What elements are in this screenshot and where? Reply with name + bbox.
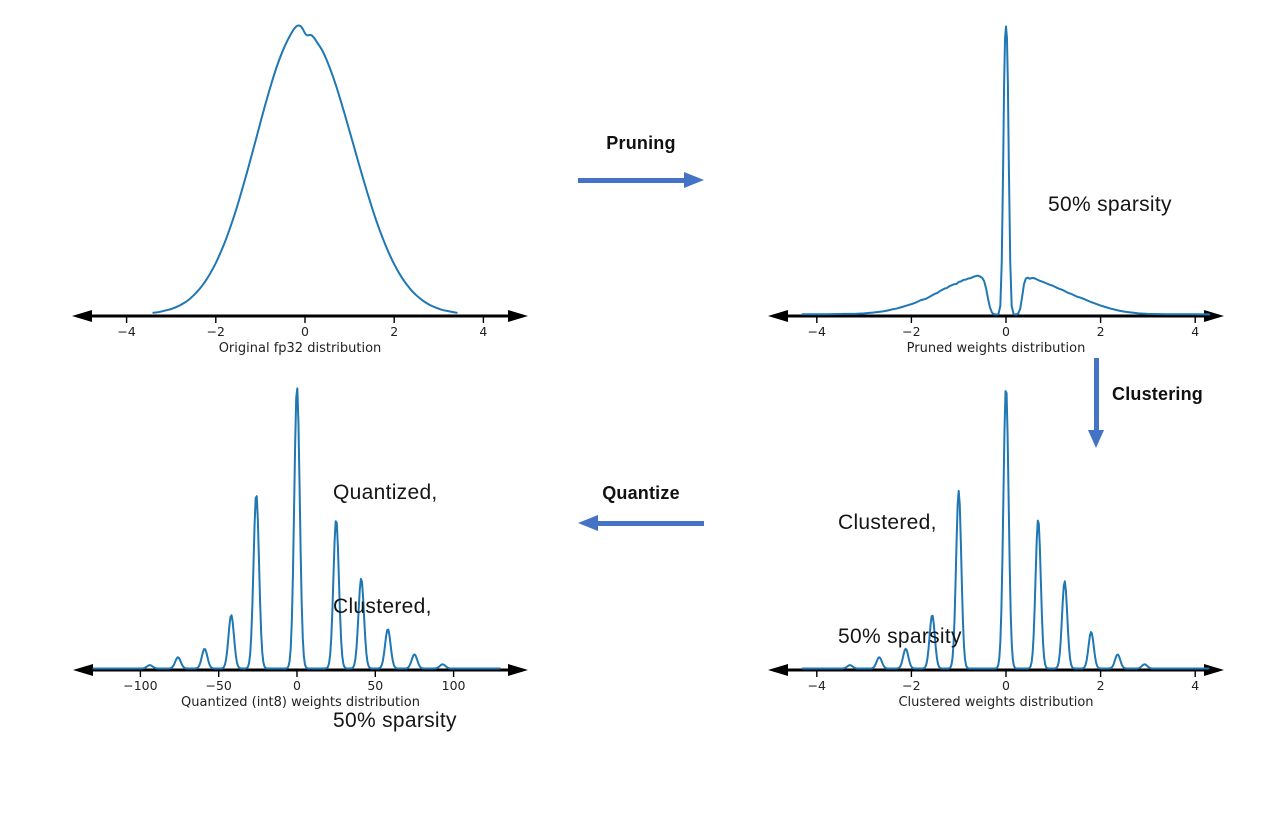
- tick-label: 2: [1097, 324, 1105, 339]
- plot-clustered-weights: −4 −2 0 2 4 Clustered weights distribution: [768, 390, 1224, 710]
- xlabel-clustered: Clustered weights distribution: [898, 695, 1093, 710]
- distribution-curve: [92, 387, 502, 670]
- axis-arrow-left-icon: [768, 310, 788, 322]
- tick-label: 0: [301, 324, 309, 339]
- clustering-arrow-label: Clustering: [1112, 384, 1204, 404]
- tick-label: 0: [293, 678, 301, 693]
- left-arrow-icon: [578, 515, 704, 531]
- axis-arrow-left-icon: [72, 310, 92, 322]
- quantize-arrow-label: Quantize: [602, 483, 680, 503]
- diagram-canvas: −4 −2 0 2 4 Original fp32 distribution −4 −2 0 2…: [72, 24, 1224, 732]
- arrow-shaft: [598, 520, 704, 526]
- axis-arrow-right-icon: [1204, 664, 1224, 676]
- right-arrow-icon: [578, 172, 704, 188]
- tick-label: −2: [902, 324, 920, 339]
- clustered-note: Clustered, 50% sparsity: [838, 428, 962, 732]
- quantized-note-line-1: Quantized,: [333, 481, 438, 504]
- plot-pruned-weights: −4 −2 0 2 4 Pruned weights distribution: [768, 25, 1224, 356]
- tick-label: −4: [808, 678, 826, 693]
- tick-label: 4: [1191, 678, 1199, 693]
- sparsity-note-line: 50% sparsity: [1048, 193, 1172, 216]
- xlabel-quantized: Quantized (int8) weights distribution: [181, 695, 420, 710]
- tick-label: 4: [1191, 324, 1199, 339]
- distribution-curve: [152, 24, 458, 314]
- arrow-shaft: [1093, 358, 1099, 430]
- arrow-head: [1088, 430, 1104, 448]
- tick-label: −2: [902, 678, 920, 693]
- down-arrow-icon: [1088, 358, 1104, 448]
- tick-label: 100: [442, 678, 466, 693]
- plot-original-fp32: −4 −2 0 2 4 Original fp32 distribution: [72, 24, 528, 356]
- tick-label: −2: [207, 324, 225, 339]
- distribution-curve: [801, 390, 1210, 670]
- tick-label: −4: [808, 324, 826, 339]
- arrow-head: [684, 172, 704, 188]
- tick-label: −4: [117, 324, 135, 339]
- quantized-note-line-2: Clustered,: [333, 595, 432, 618]
- xlabel-fp32: Original fp32 distribution: [219, 341, 382, 356]
- clustered-note-line-2: 50% sparsity: [838, 625, 962, 648]
- tick-label: 50: [367, 678, 383, 693]
- quantized-note: Quantized, Clustered, 50% sparsity: [333, 398, 457, 816]
- tick-label: 2: [1097, 678, 1105, 693]
- tick-label: 0: [1002, 678, 1010, 693]
- plot-quantized-weights: −100 −50 0 50 100 Quantized (int8) weights di…: [73, 387, 528, 710]
- tick-label: 4: [479, 324, 487, 339]
- tick-label: 0: [1002, 324, 1010, 339]
- tick-label: −100: [123, 678, 157, 693]
- tick-label: −50: [206, 678, 232, 693]
- pruning-arrow-label: Pruning: [606, 133, 676, 153]
- tick-label: 2: [390, 324, 398, 339]
- axis-arrow-left-icon: [768, 664, 788, 676]
- distribution-curve: [801, 25, 1211, 316]
- arrow-shaft: [578, 177, 684, 183]
- quantized-note-line-3: 50% sparsity: [333, 709, 457, 732]
- axis-arrow-right-icon: [1204, 310, 1224, 322]
- axis-arrow-right-icon: [508, 310, 528, 322]
- arrow-head: [578, 515, 598, 531]
- xlabel-pruned: Pruned weights distribution: [907, 341, 1086, 356]
- axis-arrow-right-icon: [508, 664, 528, 676]
- axis-arrow-left-icon: [73, 664, 93, 676]
- clustered-note-line-1: Clustered,: [838, 511, 937, 534]
- sparsity-note: 50% sparsity: [1048, 110, 1172, 300]
